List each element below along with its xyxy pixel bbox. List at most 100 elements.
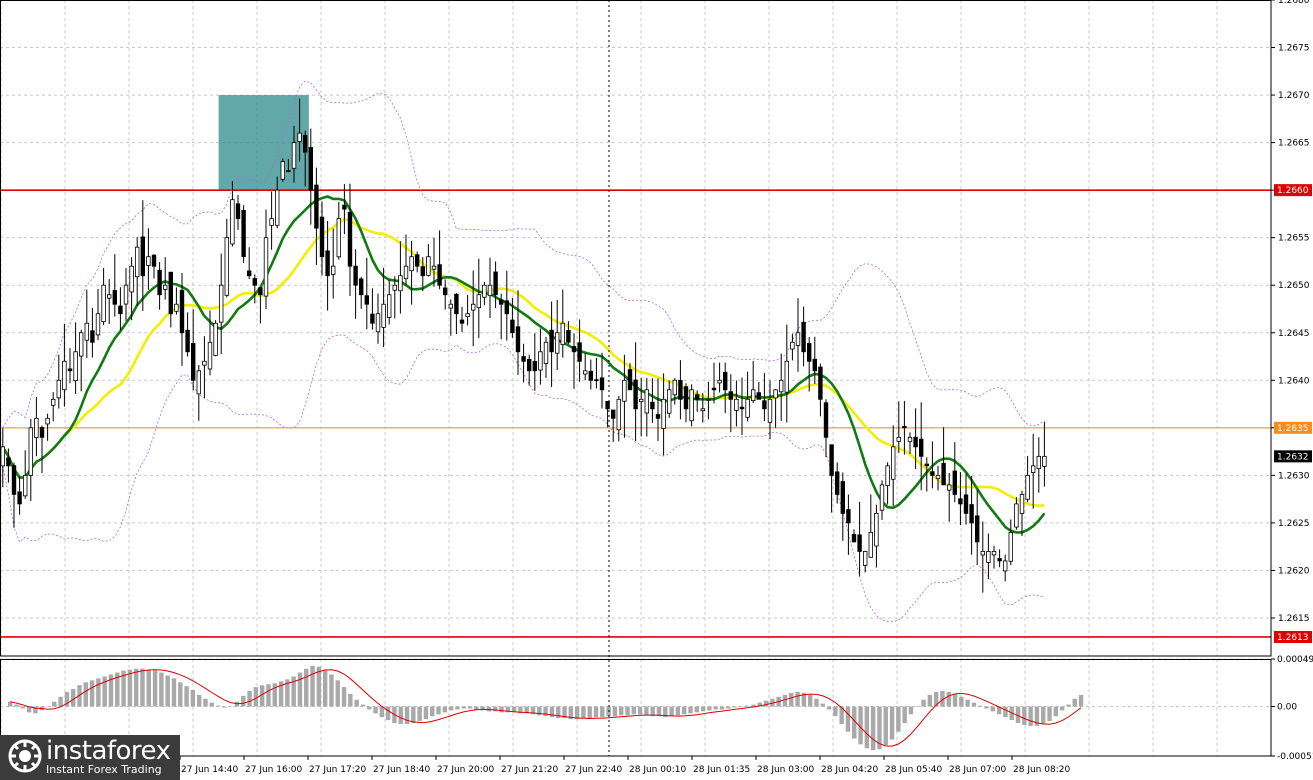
candle-body xyxy=(263,237,269,297)
candle-body xyxy=(571,346,577,353)
candle-body xyxy=(431,265,437,270)
candle-body xyxy=(487,284,493,297)
candle-body xyxy=(1025,474,1030,500)
oscillator-bar xyxy=(121,670,126,707)
candle-body xyxy=(353,265,358,286)
oscillator-bar xyxy=(322,669,328,707)
oscillator-bar xyxy=(1003,706,1008,718)
candle-body xyxy=(336,218,341,258)
oscillator-bar xyxy=(952,693,958,707)
candle-body xyxy=(465,313,470,318)
candle-body xyxy=(930,471,935,476)
candle-body xyxy=(185,329,190,353)
candle-body xyxy=(62,360,67,391)
oscillator-bar xyxy=(8,701,13,707)
oscillator-bar xyxy=(247,691,252,707)
candle-body xyxy=(549,329,554,353)
oscillator-bar xyxy=(430,706,435,717)
oscillator-bar xyxy=(574,706,580,720)
candle-body xyxy=(1014,503,1019,528)
candle-body xyxy=(140,236,145,277)
oscillator-bar xyxy=(461,706,466,709)
candle-body xyxy=(762,400,767,410)
oscillator-bar xyxy=(152,670,158,707)
oscillator-bar xyxy=(946,691,951,707)
price-tick-label: 1.2650 xyxy=(1278,281,1310,291)
current-price-tag xyxy=(1274,450,1312,463)
candle-body xyxy=(168,271,173,315)
oscillator-bar xyxy=(310,665,315,707)
candle-body xyxy=(560,322,565,345)
candle-body xyxy=(779,379,784,393)
candle-body xyxy=(655,414,661,419)
candle-body xyxy=(51,398,56,406)
candle-body xyxy=(101,284,106,323)
candle-body xyxy=(493,271,498,296)
time-tick-label: 27 Jun 18:40 xyxy=(373,765,430,775)
oscillator-bar xyxy=(266,684,271,707)
oscillator-bar xyxy=(385,706,391,721)
candle-body xyxy=(426,256,431,276)
oscillator-bar xyxy=(852,706,857,739)
candle-body xyxy=(6,457,11,467)
oscillator-bar xyxy=(404,706,410,724)
candle-body xyxy=(924,463,929,467)
candle-body xyxy=(258,287,263,296)
candle-body xyxy=(504,300,509,315)
oscillator-bar xyxy=(556,706,561,719)
oscillator-bar xyxy=(341,687,347,707)
candle-body xyxy=(347,211,353,267)
candle-body xyxy=(672,379,677,396)
candle-body xyxy=(358,278,364,296)
price-tick-label: 1.2615 xyxy=(1278,614,1310,624)
time-tick-label: 28 Jun 01:35 xyxy=(693,765,750,775)
candle-body xyxy=(851,534,857,543)
oscillator-bar xyxy=(839,706,844,724)
candle-body xyxy=(1019,493,1025,514)
oscillator-bar xyxy=(329,674,334,707)
candle-body xyxy=(1036,455,1041,470)
oscillator-bar xyxy=(669,706,674,717)
candles xyxy=(0,98,1047,593)
candle-body xyxy=(308,147,313,191)
candle-body xyxy=(73,351,78,382)
candle-body xyxy=(129,265,134,293)
candle-body xyxy=(302,134,308,153)
oscillator-bar xyxy=(89,680,95,707)
oscillator-bar xyxy=(782,694,788,707)
candle-body xyxy=(818,366,823,400)
instaforex-logo: instaforex Instant Forex Trading xyxy=(0,735,180,780)
candle-body xyxy=(246,270,252,277)
oscillator-bar xyxy=(984,706,989,709)
oscillator-bar xyxy=(455,706,460,710)
oscillator-bar xyxy=(474,706,479,710)
oscillator-bar xyxy=(26,706,32,713)
instaforex-emblem-icon xyxy=(8,739,42,773)
oscillator-bar xyxy=(417,706,422,722)
candle-body xyxy=(790,341,795,350)
oscillator-bar xyxy=(96,678,101,707)
oscillator-bar xyxy=(297,672,303,707)
oscillator-bar xyxy=(285,679,290,707)
candle-body xyxy=(863,551,868,566)
oscillator-bar xyxy=(499,706,504,713)
oscillator-bar xyxy=(115,672,120,707)
oscillator-bar xyxy=(1078,694,1084,707)
oscillator-bar xyxy=(335,680,340,707)
oscillator-bar xyxy=(675,706,681,716)
price-tick-label: 1.2625 xyxy=(1278,519,1310,529)
candle-body xyxy=(79,332,84,357)
candle-body xyxy=(868,532,873,558)
oscillator-bar xyxy=(133,668,139,707)
candle-body xyxy=(1042,455,1047,467)
candle-body xyxy=(252,278,257,286)
candle-body xyxy=(941,462,946,486)
oscillator-bar xyxy=(373,706,378,714)
candle-body xyxy=(218,284,224,323)
oscillator-bar xyxy=(1022,706,1027,725)
candle-body xyxy=(879,484,885,511)
oscillator-bar xyxy=(52,701,57,707)
candle-body xyxy=(751,389,756,402)
candle-body xyxy=(274,189,280,226)
